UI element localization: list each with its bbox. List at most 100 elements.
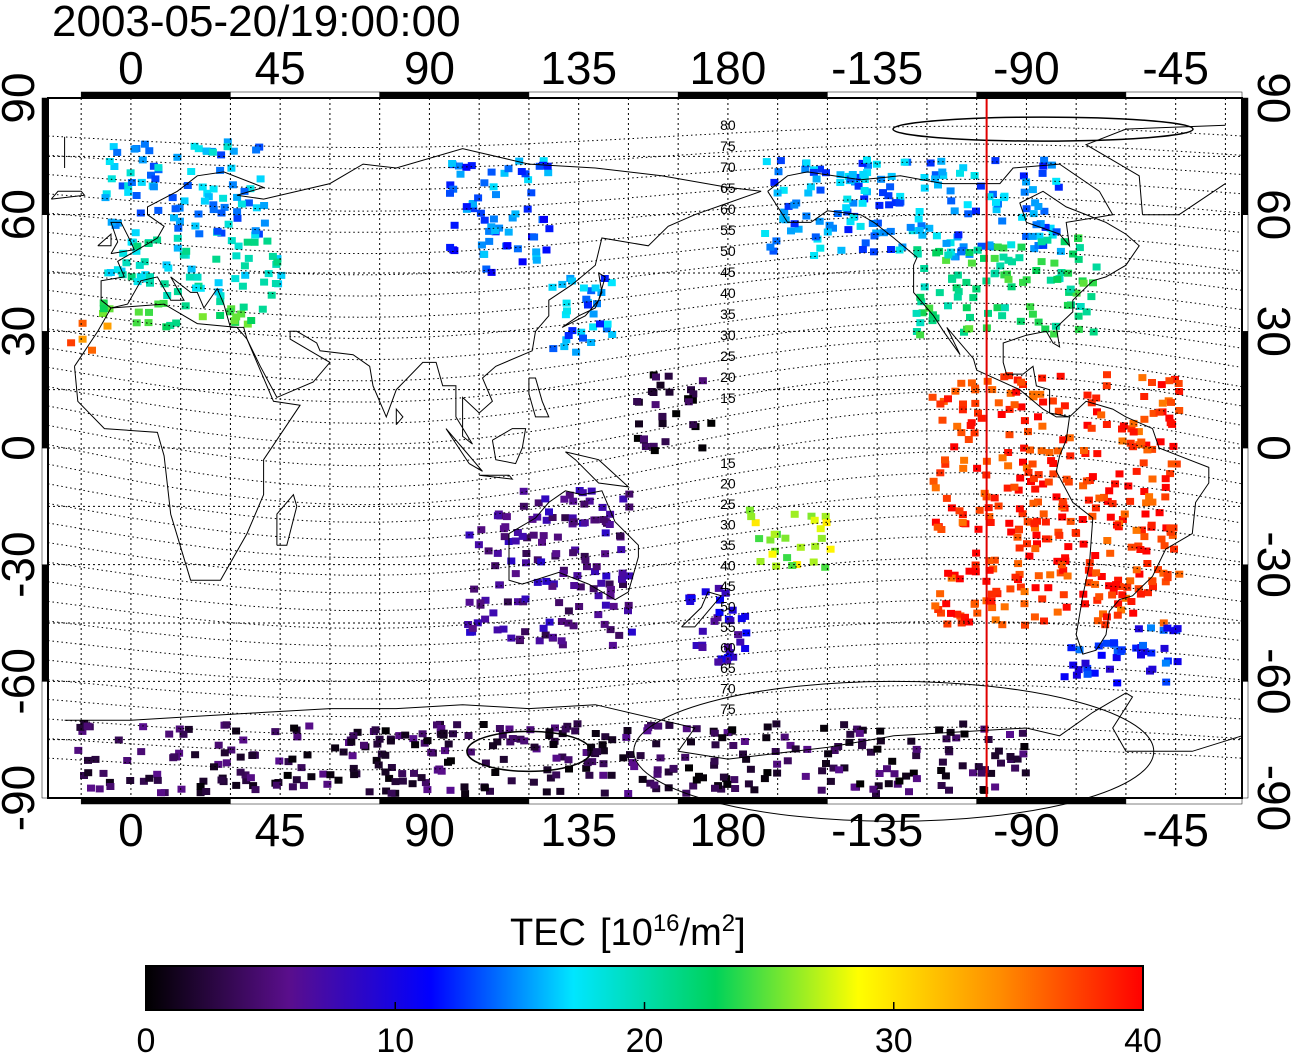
tec-cell <box>533 578 542 586</box>
colorbar-title: TEC [1016/m2] <box>510 910 746 954</box>
tec-cell <box>1003 270 1011 278</box>
tec-cell <box>661 438 670 446</box>
tec-cell <box>710 757 719 765</box>
tec-cell <box>1030 245 1039 253</box>
tec-cell <box>511 210 520 218</box>
tec-cell <box>283 771 292 779</box>
tec-cell <box>920 184 929 192</box>
tec-cell <box>541 631 550 639</box>
tec-cell <box>1020 188 1029 196</box>
tec-cell <box>1143 446 1152 454</box>
tec-cell <box>569 518 578 526</box>
coastline-path <box>276 493 298 546</box>
tec-cell <box>149 162 158 170</box>
tec-cell <box>625 490 634 498</box>
tec-cell <box>1019 172 1028 180</box>
tec-cell <box>1138 374 1147 382</box>
tec-cell <box>1092 394 1101 402</box>
tec-cell <box>1163 571 1172 578</box>
tec-cell <box>130 145 139 153</box>
tec-cell <box>594 592 603 600</box>
tec-cell <box>1015 570 1024 578</box>
tec-cell <box>267 291 276 299</box>
tec-cell <box>953 422 962 430</box>
colorbar-tick-label: 30 <box>875 1022 913 1057</box>
latitude-ticks-right: 90 60 30 0 -30 -60 -90 <box>1248 72 1292 831</box>
tec-cell <box>656 381 665 389</box>
tec-cell <box>106 783 115 790</box>
tec-cell <box>165 730 174 738</box>
tec-cell <box>656 754 665 762</box>
tec-cell <box>626 751 634 759</box>
magnetic-latitude-label: 40 <box>720 285 736 301</box>
tec-cell <box>268 252 277 260</box>
tec-cell <box>806 183 815 191</box>
magnetic-latitude-label: 60 <box>720 640 736 656</box>
tec-cell <box>582 749 591 756</box>
tec-cell <box>1172 460 1181 468</box>
tec-cell <box>652 740 661 748</box>
tec-cell <box>449 730 457 738</box>
tec-cell <box>1020 588 1029 596</box>
tec-cell <box>650 447 659 455</box>
tec-cell <box>1103 537 1112 544</box>
tec-cell <box>876 727 885 735</box>
tec-cell <box>552 771 561 779</box>
tec-cell <box>744 780 753 788</box>
tec-cell <box>698 444 707 452</box>
tec-cell <box>1083 664 1092 672</box>
tec-cell <box>549 741 558 748</box>
tec-cell <box>140 258 149 266</box>
tec-cell <box>1163 624 1172 632</box>
tec-cell <box>177 785 186 793</box>
tec-cell <box>600 789 609 797</box>
tec-cell <box>1069 250 1078 258</box>
tec-cell <box>858 246 867 253</box>
tec-cell <box>918 231 927 239</box>
tec-cell <box>365 788 374 796</box>
tec-cell <box>912 309 921 317</box>
tec-cell <box>824 750 833 758</box>
tec-cell <box>768 550 777 558</box>
tec-cell <box>741 645 750 652</box>
tec-cell <box>965 249 974 256</box>
tec-cell <box>763 769 772 777</box>
tec-cell <box>1142 499 1151 507</box>
tec-cell <box>1089 279 1097 287</box>
tec-cell <box>1093 617 1102 625</box>
tec-cell <box>1123 583 1132 591</box>
tec-cell <box>804 189 813 197</box>
tec-cell <box>1041 325 1050 333</box>
tec-cell <box>619 754 628 762</box>
tec-cell <box>83 722 92 730</box>
tec-cell <box>635 420 643 428</box>
tec-cell <box>1079 540 1088 548</box>
tec-cell <box>594 611 603 619</box>
tec-cell <box>236 753 245 761</box>
tec-cell <box>76 723 85 731</box>
magnetic-latitude-curve <box>47 390 1243 467</box>
tec-cell <box>606 586 615 593</box>
tec-cell <box>854 182 863 190</box>
tec-cell <box>607 279 616 287</box>
tec-cell <box>1074 312 1083 320</box>
tec-cell <box>187 168 196 175</box>
tec-cell <box>1097 651 1106 659</box>
tec-cell <box>726 617 735 625</box>
tec-cell <box>698 627 707 635</box>
tec-cell <box>1113 611 1122 619</box>
tec-cell <box>740 738 749 745</box>
tec-cell <box>1120 510 1129 518</box>
tec-cell <box>493 738 502 746</box>
tec-cell <box>591 568 599 576</box>
tec-cell <box>1158 399 1167 407</box>
tec-cell <box>198 313 207 321</box>
tec-cell <box>920 283 929 291</box>
tec-cell <box>533 513 542 521</box>
tec-cell <box>1088 512 1097 520</box>
tec-cell <box>1113 521 1121 529</box>
tec-cell <box>232 252 241 260</box>
tec-cell <box>1055 531 1064 539</box>
tec-cell <box>1010 483 1019 491</box>
tec-cell <box>944 746 953 754</box>
